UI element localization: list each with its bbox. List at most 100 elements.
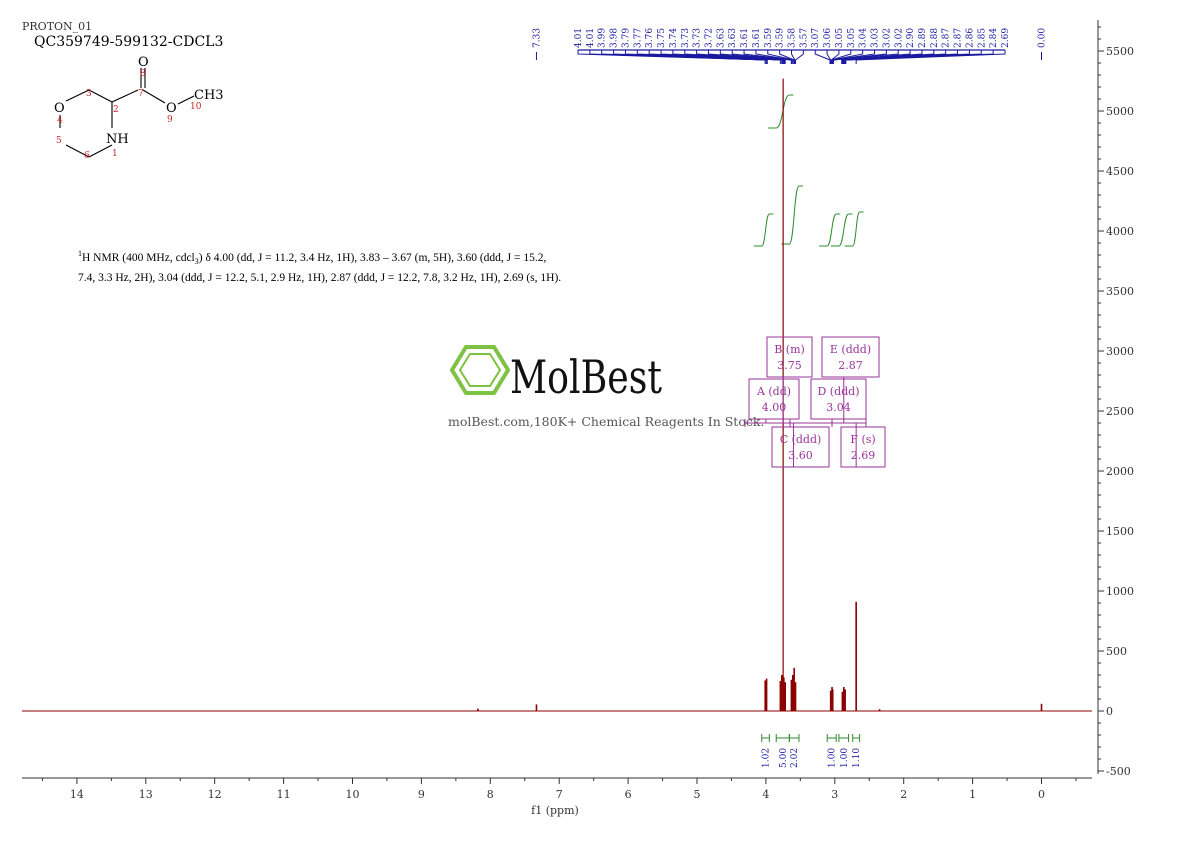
integral-curve	[830, 213, 853, 247]
peak-label: 3.72	[704, 28, 714, 48]
integral-curve	[753, 213, 774, 247]
peak-label: 3.06	[823, 28, 833, 48]
logo-hexagon-icon	[449, 345, 511, 395]
integral-curve	[781, 185, 803, 245]
y-tick-label: 4000	[1106, 225, 1134, 238]
x-tick-label: 9	[418, 788, 425, 801]
peak-label: 3.58	[788, 28, 798, 48]
atom-o4: O	[54, 101, 65, 116]
peak-label-leader	[831, 50, 864, 64]
peak-label: 3.63	[728, 28, 738, 48]
integral-curve-group	[753, 94, 864, 247]
y-tick-label: 1000	[1106, 585, 1134, 598]
peak-label: 2.90	[906, 28, 916, 48]
molecule-structure	[59, 68, 195, 158]
peak-label: 3.79	[621, 28, 631, 48]
peak-label-leader	[755, 50, 794, 64]
x-axis: 14 13 12 11 10 9 8 7 6 5 4 3 2 1 0	[22, 777, 1092, 801]
x-tick-label: 6	[625, 788, 632, 801]
peak-label: 3.07	[811, 28, 821, 48]
sample-id: QC359749-599132-CDCL3	[34, 34, 223, 50]
multiplet-shift: 3.60	[788, 449, 813, 462]
bond	[142, 89, 166, 104]
structure-atoms: O NH O O CH3	[54, 55, 224, 147]
peak-label: 3.75	[657, 28, 667, 48]
peak-label: 4.01	[586, 28, 596, 48]
peak-label-leader	[814, 50, 831, 64]
multiplet-shift: 2.87	[838, 359, 863, 372]
peak-label-leader	[795, 50, 804, 64]
atom-number: 9	[167, 115, 173, 125]
multiplet-label: F (s)	[850, 433, 875, 446]
bond	[111, 89, 139, 103]
integral-bar-group: 1.02 5.00 2.02 1.00 1.00 1.10	[761, 734, 862, 768]
x-tick-label: 4	[762, 788, 769, 801]
peak-label: 3.73	[693, 28, 703, 48]
multiplet-box	[771, 426, 830, 468]
x-tick-label: 14	[70, 788, 84, 801]
peak-label: 4.01	[574, 28, 584, 48]
atom-o8: O	[138, 55, 149, 70]
peak-label: 2.88	[930, 28, 940, 48]
x-tick-label: 3	[831, 788, 838, 801]
multiplet-shift: 2.69	[851, 449, 876, 462]
x-tick-label: 5	[694, 788, 701, 801]
bond	[65, 144, 90, 158]
peak-label: 2.87	[954, 28, 964, 48]
peak-label: 0.00	[1038, 28, 1048, 48]
peak-label-leader	[779, 50, 795, 64]
atom-number: 3	[86, 89, 92, 99]
y-tick-label: 0	[1106, 705, 1113, 718]
peak-label: 2.87	[942, 28, 952, 48]
peak-label: 3.05	[847, 28, 857, 48]
integral-value: 1.10	[852, 748, 862, 768]
molbest-logo: MolBest molBest.com,180K+ Chemical Reage…	[448, 345, 764, 429]
multiplet-label: E (ddd)	[830, 343, 871, 356]
peak-label: 2.89	[918, 28, 928, 48]
peak-label: 3.61	[752, 28, 762, 48]
peak-label-leader	[731, 50, 792, 64]
peak-label: 7.33	[532, 28, 542, 48]
x-tick-label: 12	[208, 788, 222, 801]
peak-label: 3.57	[799, 28, 809, 48]
peak-label-leader	[791, 50, 796, 64]
peak-label: 3.63	[716, 28, 726, 48]
logo-brand: MolBest	[510, 350, 662, 404]
peak-label-leader	[832, 50, 876, 64]
multiplet-box	[810, 378, 867, 420]
peak-label: 3.73	[681, 28, 691, 48]
nmr-line-2: 7.4, 3.3 Hz, 2H), 3.04 (ddd, J = 12.2, 5…	[78, 272, 562, 285]
integral-value: 5.00	[779, 748, 789, 768]
atom-number: 2	[113, 105, 119, 115]
nmr-text-b: ) δ 4.00 (dd, J = 11.2, 3.4 Hz, 1H), 3.8…	[198, 251, 547, 264]
peak-label-group: 7.33 0.004.01 4.01 3.99 3.98 3.79 3.77 3.76 3.75…	[532, 28, 1048, 64]
integral-curve	[844, 211, 864, 247]
atom-number: 5	[56, 136, 62, 146]
integral-curve	[768, 94, 794, 129]
nmr-sub: 3	[194, 257, 199, 267]
integral-value: 1.00	[828, 748, 838, 768]
multiplet-label: A (dd)	[756, 385, 791, 398]
nmr-text-a: H NMR (400 MHz, cdcl	[82, 251, 195, 264]
y-tick-label: 3000	[1106, 345, 1134, 358]
integral-value: 1.02	[762, 748, 772, 768]
peak-label: 3.02	[894, 28, 904, 48]
peak-label: 2.85	[977, 28, 987, 48]
peak-label: 3.05	[835, 28, 845, 48]
logo-tagline: molBest.com,180K+ Chemical Reagents In S…	[448, 414, 764, 429]
multiplet-label: D (ddd)	[817, 385, 859, 398]
y-tick-label: 5500	[1106, 45, 1134, 58]
x-tick-label: 0	[1038, 788, 1045, 801]
peak-label: 3.04	[859, 28, 869, 48]
x-tick-label: 2	[900, 788, 907, 801]
peak-label-leader	[826, 50, 832, 64]
multiplet-label: C (ddd)	[780, 433, 822, 446]
multiplet-shift: 3.04	[826, 401, 851, 414]
y-tick-label: 2000	[1106, 465, 1134, 478]
integral-value: 2.02	[790, 748, 800, 768]
atom-numbers: 1 2 3 4 5 6 7 8 9 10	[56, 69, 202, 161]
atom-number: 6	[84, 151, 90, 161]
atom-number: 7	[138, 89, 144, 99]
x-tick-label: 1	[969, 788, 976, 801]
logo-inner-hexagon-icon	[458, 353, 502, 387]
